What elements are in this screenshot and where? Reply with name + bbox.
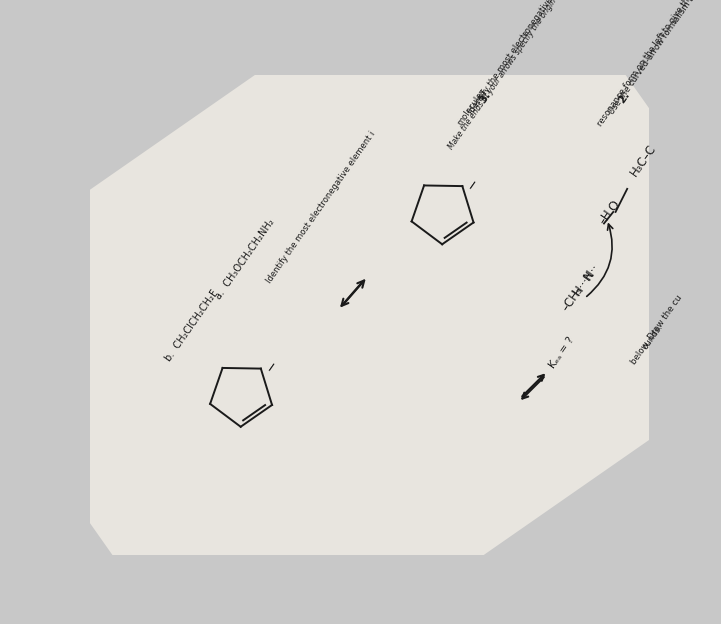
Text: H: H — [582, 269, 595, 282]
Text: –H: –H — [596, 207, 615, 227]
Text: O: O — [606, 198, 622, 213]
Text: below. Draw the cu: below. Draw the cu — [629, 293, 684, 366]
Text: 3.: 3. — [477, 89, 492, 105]
Text: −: − — [262, 358, 280, 376]
Text: 2.: 2. — [617, 89, 632, 105]
Text: Identify the most electronegative element i: Identify the most electronegative elemen… — [466, 0, 579, 116]
Text: Kₑₐ = ?: Kₑₐ = ? — [547, 335, 576, 371]
Text: H···N··: H···N·· — [571, 261, 602, 298]
Text: Make the ends of your arrows specify the origin and destination of r: Make the ends of your arrows specify the… — [447, 0, 603, 150]
Text: −: − — [464, 175, 482, 193]
Text: Identify the most electronegative element i: Identify the most electronegative elemen… — [265, 130, 377, 285]
Text: b.  CH₂ClCH₂CH₂F: b. CH₂ClCH₂CH₂F — [164, 288, 220, 363]
Text: –CH₃: –CH₃ — [559, 283, 585, 313]
Text: Use the curved-arrow formalism to show how the electrons flow in the: Use the curved-arrow formalism to show h… — [607, 0, 721, 116]
Text: molecules.: molecules. — [456, 84, 489, 127]
Text: ounds.: ounds. — [640, 322, 665, 351]
Text: H₃C–C: H₃C–C — [627, 142, 658, 178]
Text: resonance form on the left to give the one on the right: resonance form on the left to give the o… — [596, 0, 721, 127]
Text: a.  CH₃OCH₂CH₂NH₂: a. CH₃OCH₂CH₂NH₂ — [214, 217, 277, 301]
